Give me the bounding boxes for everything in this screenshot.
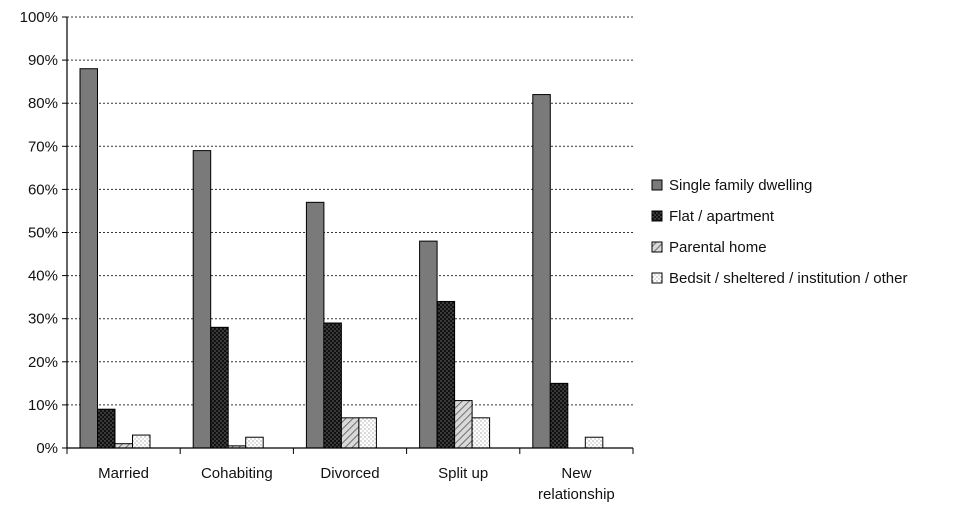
legend-label: Flat / apartment xyxy=(669,208,775,225)
legend-swatch xyxy=(651,241,663,253)
legend-label: Parental home xyxy=(669,239,767,256)
y-tick-label: 50% xyxy=(28,225,58,242)
legend-label: Single family dwelling xyxy=(669,177,812,194)
y-tick-label: 10% xyxy=(28,397,58,414)
y-tick-label: 0% xyxy=(36,440,58,457)
bar-flat-apartment-4 xyxy=(549,382,569,449)
bar-bedsit-sheltered-institution-other-0 xyxy=(132,434,151,449)
y-tick-label: 90% xyxy=(28,52,58,69)
x-category-label: Split up xyxy=(438,465,488,482)
legend-swatch xyxy=(651,272,663,284)
bar-flat-apartment-2 xyxy=(323,322,342,449)
y-tick-label: 60% xyxy=(28,181,58,198)
bar-single-family-dwelling-2 xyxy=(305,201,325,449)
bar-bedsit-sheltered-institution-other-2 xyxy=(358,417,377,449)
x-axis: Married Cohabiting Divorced Split up New rela… xyxy=(66,447,634,503)
bar-parental-home-0 xyxy=(114,443,133,449)
legend-swatch xyxy=(651,210,663,222)
y-tick-label: 100% xyxy=(20,9,58,26)
y-tick-label: 40% xyxy=(28,268,58,285)
x-category-label: New xyxy=(561,465,591,482)
y-tick-label: 20% xyxy=(28,354,58,371)
bars xyxy=(79,68,604,449)
x-category-label: Divorced xyxy=(320,465,379,482)
bar-flat-apartment-3 xyxy=(436,300,456,449)
bar-parental-home-2 xyxy=(340,417,360,449)
bar-bedsit-sheltered-institution-other-4 xyxy=(584,436,604,449)
bar-flat-apartment-0 xyxy=(97,408,116,449)
legend-label: Bedsit / sheltered / institution / other xyxy=(669,270,907,287)
bar-single-family-dwelling-1 xyxy=(192,150,212,449)
x-category-label: Cohabiting xyxy=(201,465,273,482)
x-category-label: Married xyxy=(98,465,149,482)
x-category-label: relationship xyxy=(538,486,615,503)
y-tick-label: 70% xyxy=(28,138,58,155)
bar-single-family-dwelling-3 xyxy=(419,240,438,449)
bar-bedsit-sheltered-institution-other-1 xyxy=(245,436,264,449)
bar-single-family-dwelling-0 xyxy=(79,68,98,449)
bar-flat-apartment-1 xyxy=(210,326,229,449)
bar-bedsit-sheltered-institution-other-3 xyxy=(471,417,491,449)
y-axis: 0% 10% 20% 30% 40% 50% 60% 70% 80% 90% 100% xyxy=(20,9,68,457)
bar-single-family-dwelling-4 xyxy=(532,94,551,449)
bar-parental-home-3 xyxy=(454,400,473,449)
legend: Single family dwelling Flat / apartment Pa… xyxy=(651,177,907,287)
y-tick-label: 30% xyxy=(28,311,58,328)
y-tick-label: 80% xyxy=(28,95,58,112)
legend-swatch xyxy=(651,179,663,191)
